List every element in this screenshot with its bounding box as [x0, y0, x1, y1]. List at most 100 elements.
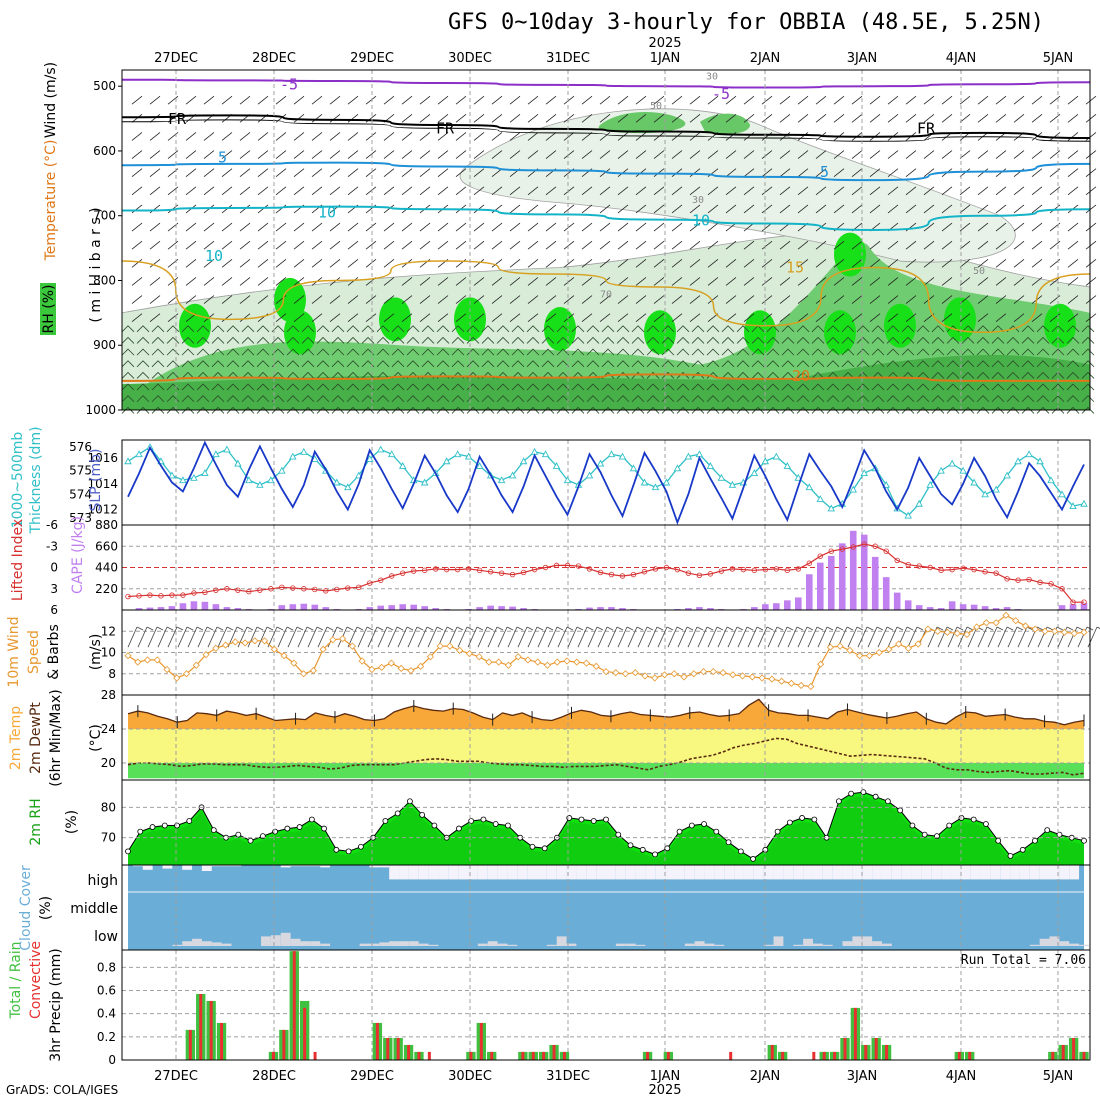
contour-label: 5: [820, 163, 829, 181]
contour-label: FR: [917, 119, 936, 137]
thickness-point: [662, 478, 671, 486]
wind-barb: [833, 313, 845, 323]
low-cloud-bar: [881, 943, 892, 946]
high-cloud-gap: [487, 865, 498, 880]
wind-barb: [293, 95, 305, 105]
wind-barb: [1021, 371, 1035, 379]
wind-barb: [1049, 95, 1061, 105]
thickness-point: [1058, 490, 1066, 498]
wind-barb: [676, 395, 690, 403]
wind-barb: [437, 222, 449, 232]
wind-speed-point: [339, 635, 347, 643]
wind-barb: [365, 313, 377, 323]
wind-barb: [856, 325, 870, 333]
wind-barb: [467, 626, 478, 648]
wind-barb: [721, 371, 735, 379]
wind-barb: [136, 626, 144, 631]
wind-barb: [151, 395, 165, 403]
wind-barb: [1049, 150, 1061, 159]
thickness-axis-title: Thickness (dm): [28, 426, 44, 534]
wind-barb: [743, 259, 755, 268]
wind-barb: [131, 132, 143, 141]
wind-barb: [293, 240, 305, 250]
wind-barb: [401, 113, 413, 123]
low-cloud-bar: [497, 943, 508, 946]
thickness-point: [904, 511, 912, 519]
convective-precip-bar: [552, 1044, 556, 1060]
wind-barb: [421, 383, 435, 391]
rh-cell: [834, 232, 866, 277]
wind-barb: [991, 383, 1005, 391]
wind-barb: [203, 150, 215, 159]
wind-barb: [1031, 313, 1043, 323]
rh-cell: [744, 310, 776, 355]
wind-barb: [367, 626, 378, 648]
lifted-index-point: [564, 562, 571, 569]
wind-barb: [511, 371, 525, 379]
wind-barb: [767, 626, 778, 648]
lifted-index-point: [938, 567, 944, 574]
lifted-index-point: [235, 587, 241, 593]
cape-bar: [751, 607, 758, 610]
wind-barb: [157, 626, 168, 648]
wind-barb: [851, 277, 863, 286]
wind-barb: [186, 626, 194, 631]
thickness-point: [333, 478, 341, 486]
wind-barb: [329, 259, 341, 268]
wind-barb: [136, 383, 150, 391]
rh2-point: [149, 824, 156, 830]
wind-barb: [1066, 395, 1080, 403]
wind-barb: [706, 383, 720, 391]
wind-barb: [761, 277, 773, 286]
wind-barb: [437, 186, 449, 196]
wind-barb: [635, 95, 647, 105]
panel-frame: [121, 69, 1091, 411]
wind-barb: [1036, 325, 1050, 333]
wind-barb: [239, 168, 251, 177]
wind-barb: [239, 313, 251, 323]
wind-barb: [937, 626, 948, 648]
credit-label: GrADS: COLA/IGES: [6, 1083, 119, 1097]
rh-axis-title: RH (%): [41, 285, 57, 334]
wind-barb: [226, 626, 234, 631]
wind-barb: [671, 95, 683, 105]
lifted-index-point: [191, 590, 197, 596]
low-cloud-bar: [428, 944, 439, 946]
thickness-tick-label: 576: [69, 440, 92, 454]
wind-barb: [376, 360, 390, 368]
cape-bar: [608, 607, 615, 610]
wind-barb: [851, 259, 863, 268]
wind-barb: [851, 95, 863, 105]
wind-barb: [297, 626, 308, 648]
rh2-point: [419, 812, 426, 818]
wind-barb: [401, 240, 413, 250]
wind-barb: [286, 383, 300, 391]
pressure-tick-label: 500: [93, 79, 116, 93]
wind-barb: [473, 240, 485, 250]
high-cloud-gap: [142, 865, 153, 870]
wind-barb: [671, 150, 683, 159]
lifted-index-point: [608, 571, 615, 578]
wind-barb: [617, 132, 629, 141]
wind-barb: [856, 360, 870, 368]
wind-barb: [977, 240, 989, 250]
convective-precip-bar: [417, 1051, 421, 1060]
wind-barb: [167, 240, 179, 250]
wind-barb: [977, 626, 988, 648]
wind-barb: [491, 132, 503, 141]
high-cloud-gap: [428, 865, 439, 880]
rh-cell: [179, 303, 211, 348]
wind-barb: [563, 259, 575, 268]
wind-barb: [996, 626, 1004, 631]
high-cloud-gap: [665, 865, 675, 880]
wind-barb: [657, 626, 668, 648]
rh2-point: [848, 790, 855, 797]
wind-barb: [726, 626, 734, 631]
wind-barb: [1036, 383, 1050, 391]
wind-barb: [666, 626, 674, 631]
wind-barb: [356, 626, 364, 631]
wind-barb: [1006, 626, 1014, 631]
wind-barb: [671, 204, 683, 214]
wind-speed-point: [573, 658, 581, 666]
wind-barb: [331, 383, 345, 391]
